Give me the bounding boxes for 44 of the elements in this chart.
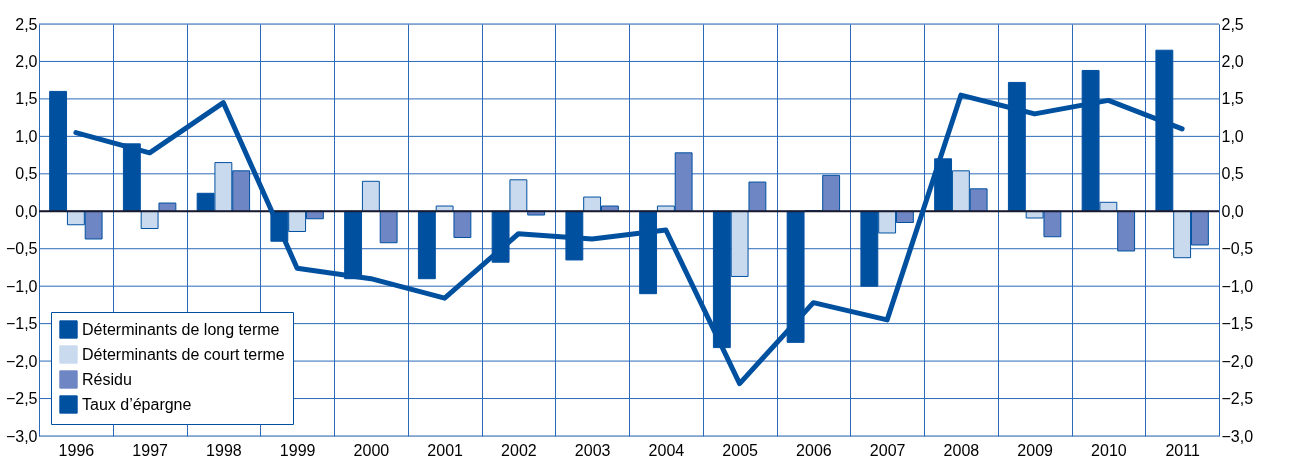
y-tick-label: −3,0 <box>5 427 38 445</box>
y-tick-label: 2,0 <box>15 52 38 70</box>
x-tick-label: 2004 <box>648 441 685 459</box>
legend-label: Taux d’épargne <box>82 395 192 413</box>
y-tick-label: −0,5 <box>5 240 38 258</box>
legend-label: Résidu <box>82 370 132 388</box>
y2-tick-label: −2,0 <box>1221 352 1254 370</box>
x-tick-label: 2003 <box>574 441 611 459</box>
x-tick-label: 2011 <box>1165 441 1200 459</box>
y2-tick-label: −1,5 <box>1221 315 1254 333</box>
y-tick-label: −2,5 <box>5 390 38 408</box>
x-tick-label: 2010 <box>1091 441 1127 459</box>
x-tick-label: 1996 <box>58 441 95 459</box>
y2-tick-label: 2,0 <box>1221 52 1244 70</box>
y2-tick-label: 2,5 <box>1221 15 1244 33</box>
y-tick-label: −1,0 <box>5 277 38 295</box>
y2-tick-label: −1,0 <box>1221 277 1254 295</box>
y-tick-label: 0,0 <box>15 202 38 220</box>
x-tick-label: 2006 <box>796 441 832 459</box>
y2-tick-label: 0,5 <box>1221 165 1244 183</box>
y2-tick-label: 1,0 <box>1221 127 1244 145</box>
x-tick-label: 1997 <box>132 441 169 459</box>
y2-tick-label: 0,0 <box>1221 202 1244 220</box>
y-tick-label: −1,5 <box>5 315 38 333</box>
x-tick-label: 2007 <box>869 441 906 459</box>
x-tick-label: 2008 <box>943 441 980 459</box>
y-tick-label: 2,5 <box>15 15 38 33</box>
y-tick-label: 0,5 <box>15 165 38 183</box>
y2-tick-label: −0,5 <box>1221 240 1254 258</box>
x-tick-label: 2009 <box>1017 441 1054 459</box>
x-tick-label: 1999 <box>279 441 316 459</box>
legend-label: Déterminants de court terme <box>82 345 285 363</box>
y2-tick-label: −2,5 <box>1221 390 1254 408</box>
x-tick-label: 2002 <box>501 441 537 459</box>
x-tick-label: 2001 <box>427 441 464 459</box>
x-tick-label: 1998 <box>206 441 242 459</box>
y-tick-label: 1,0 <box>15 127 38 145</box>
y2-tick-label: −3,0 <box>1221 427 1254 445</box>
y-tick-label: −2,0 <box>5 352 38 370</box>
x-tick-label: 2005 <box>722 441 759 459</box>
x-tick-label: 2000 <box>353 441 390 459</box>
legend-label: Déterminants de long terme <box>82 320 280 338</box>
y-tick-label: 1,5 <box>15 90 38 108</box>
y2-tick-label: 1,5 <box>1221 90 1244 108</box>
